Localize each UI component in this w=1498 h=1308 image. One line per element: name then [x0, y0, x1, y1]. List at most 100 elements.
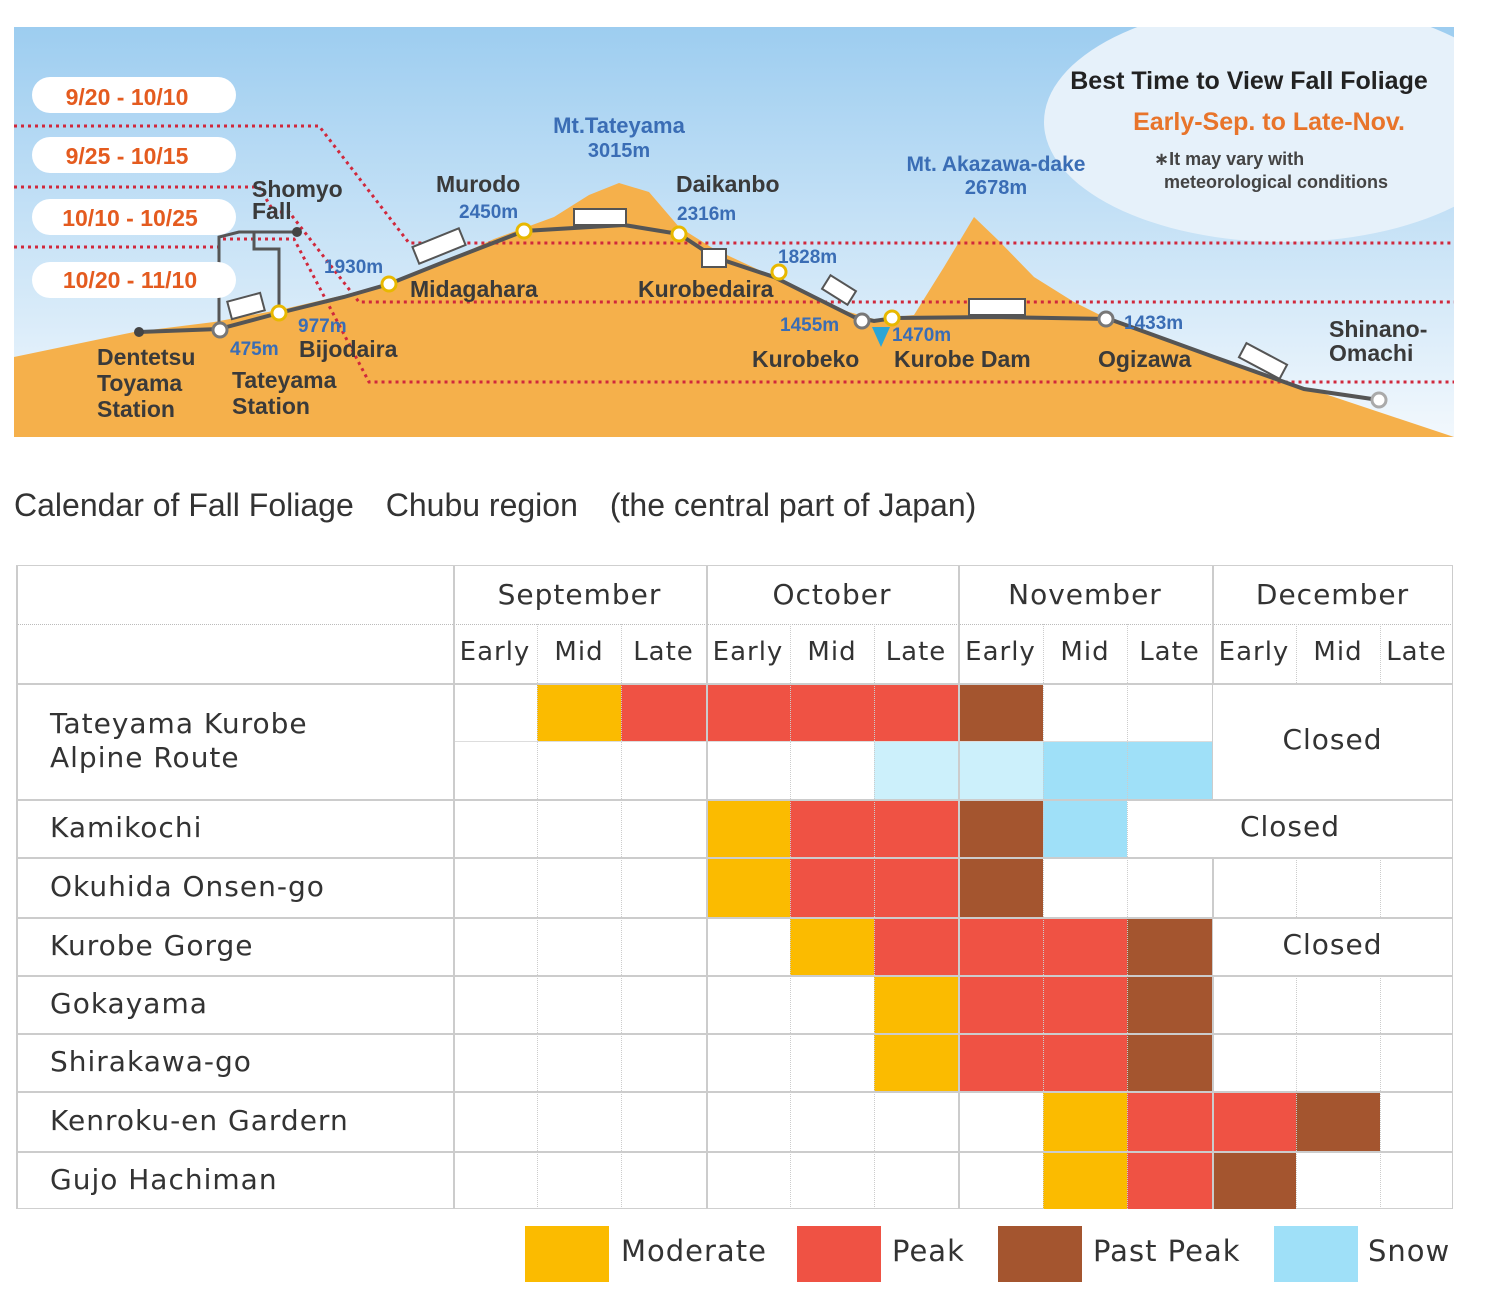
- foliage-cell: [874, 683, 958, 741]
- legend-swatch: [797, 1226, 881, 1282]
- foliage-cell: [1212, 1091, 1296, 1151]
- calendar-caption: Calendar of Fall Foliage Chubu region (t…: [14, 487, 977, 523]
- legend-label: Peak: [892, 1234, 965, 1268]
- alt-murodo: 2450m: [459, 202, 518, 223]
- legend-swatch: [525, 1226, 609, 1282]
- period-header: Late: [1139, 637, 1200, 667]
- legend-swatch: [998, 1226, 1082, 1282]
- peak-akazawa-alt: 2678m: [965, 177, 1027, 199]
- closed-label: Closed: [1282, 928, 1383, 961]
- station-kurobe-dam: Kurobe Dam: [894, 346, 1031, 372]
- foliage-cell: [790, 683, 874, 741]
- row-divider: [16, 857, 1453, 859]
- date-band-lines: [14, 124, 1454, 384]
- closed-label: Closed: [1239, 810, 1341, 843]
- foliage-calendar-table: Closed Closed Closed September October Novemb…: [16, 565, 1453, 1209]
- header-bottom-line: [16, 683, 1453, 685]
- month-header: September: [497, 578, 662, 611]
- station-bijodaira: Bijodaira: [299, 336, 398, 362]
- foliage-cell: [958, 975, 1043, 1033]
- row-divider: [16, 1033, 1453, 1035]
- period-border: [1380, 624, 1381, 1209]
- closed-region: [1213, 919, 1452, 975]
- name-column-border: [453, 566, 455, 1209]
- foliage-cell: [958, 683, 1043, 741]
- location-name: Okuhida Onsen-go: [50, 870, 325, 903]
- foliage-cell: [874, 799, 958, 857]
- foliage-cell: [537, 683, 621, 741]
- period-border: [790, 624, 791, 1209]
- transport-icons: [226, 208, 1289, 381]
- period-header: Mid: [1060, 637, 1110, 667]
- foliage-cell: [1043, 1151, 1127, 1209]
- location-name: Gujo Hachiman: [50, 1163, 278, 1196]
- foliage-cell: [874, 1033, 958, 1091]
- foliage-cell: [1127, 1151, 1212, 1209]
- month-header: November: [1008, 578, 1162, 611]
- station-kurobedaira: Kurobedaira: [638, 276, 774, 302]
- foliage-cell: [1043, 917, 1127, 975]
- outer-right-border: [1452, 566, 1453, 1209]
- date-band-4: 10/20 - 11/10: [63, 267, 197, 293]
- foliage-cell: [790, 799, 874, 857]
- shomyo-fall-marker: [292, 227, 302, 237]
- foliage-cell: [1043, 1033, 1127, 1091]
- legend-label: Moderate: [621, 1234, 767, 1268]
- period-header: Late: [1386, 637, 1447, 667]
- foliage-cell: [1043, 1091, 1127, 1151]
- foliage-cell: [958, 857, 1043, 917]
- header-divider: [453, 624, 1453, 625]
- period-border: [1296, 624, 1297, 1209]
- foliage-cell: [1127, 1091, 1212, 1151]
- closed-region: [1128, 801, 1452, 857]
- closed-label: Closed: [1282, 723, 1383, 756]
- row-divider: [16, 975, 1453, 977]
- period-header: Late: [633, 637, 694, 667]
- month-header: October: [772, 578, 892, 611]
- alt-daikanbo: 2316m: [677, 204, 736, 225]
- row-divider: [16, 1151, 1453, 1153]
- snow-cell: [958, 741, 1043, 799]
- date-band-3: 10/10 - 10/25: [62, 205, 198, 231]
- mountain-terrain: [14, 183, 1454, 437]
- station-tateyama-2: Station: [232, 393, 310, 419]
- location-name: Shirakawa-go: [50, 1045, 252, 1078]
- foliage-cell: [790, 857, 874, 917]
- foliage-cell: [874, 857, 958, 917]
- station-dentetsu-2: Toyama: [97, 370, 182, 396]
- period-border: [1127, 624, 1128, 1209]
- dam-water-icon: [872, 327, 890, 347]
- alt-kurobeko: 1455m: [780, 315, 839, 336]
- foliage-cell: [706, 857, 790, 917]
- dentetsu-marker: [134, 327, 144, 337]
- note-line-1: ∗It may vary with: [1154, 149, 1304, 169]
- legend-swatch: [1274, 1226, 1358, 1282]
- period-border: [1043, 624, 1044, 1209]
- alt-bijodaira: 977m: [298, 316, 347, 337]
- alt-ogizawa: 1433m: [1124, 313, 1183, 334]
- row-divider: [16, 917, 1453, 919]
- date-band-1: 9/20 - 10/10: [66, 84, 189, 110]
- snow-cell: [1127, 741, 1212, 799]
- station-shomyo-2: Fall: [252, 198, 292, 224]
- station-ogizawa: Ogizawa: [1098, 346, 1192, 372]
- foliage-cell: [1043, 799, 1127, 857]
- foliage-cell: [1127, 975, 1212, 1033]
- date-band-pills: [32, 77, 236, 298]
- legend: Moderate Peak Past Peak Snow: [0, 1226, 1498, 1284]
- row-inner-divider: [453, 741, 1212, 742]
- foliage-cell: [1043, 975, 1127, 1033]
- best-time-title: Best Time to View Fall Foliage: [1070, 67, 1428, 95]
- snow-cell: [1043, 741, 1127, 799]
- foliage-cell: [958, 799, 1043, 857]
- snow-cell: [874, 741, 958, 799]
- foliage-cell: [1127, 917, 1212, 975]
- foliage-cell: [958, 1033, 1043, 1091]
- period-border: [537, 624, 538, 1209]
- period-header: Early: [459, 637, 531, 667]
- period-header: Early: [965, 637, 1036, 667]
- location-name: Gokayama: [50, 987, 208, 1020]
- foliage-cell: [874, 917, 958, 975]
- period-header: Early: [1218, 637, 1290, 667]
- month-border: [1212, 566, 1214, 1209]
